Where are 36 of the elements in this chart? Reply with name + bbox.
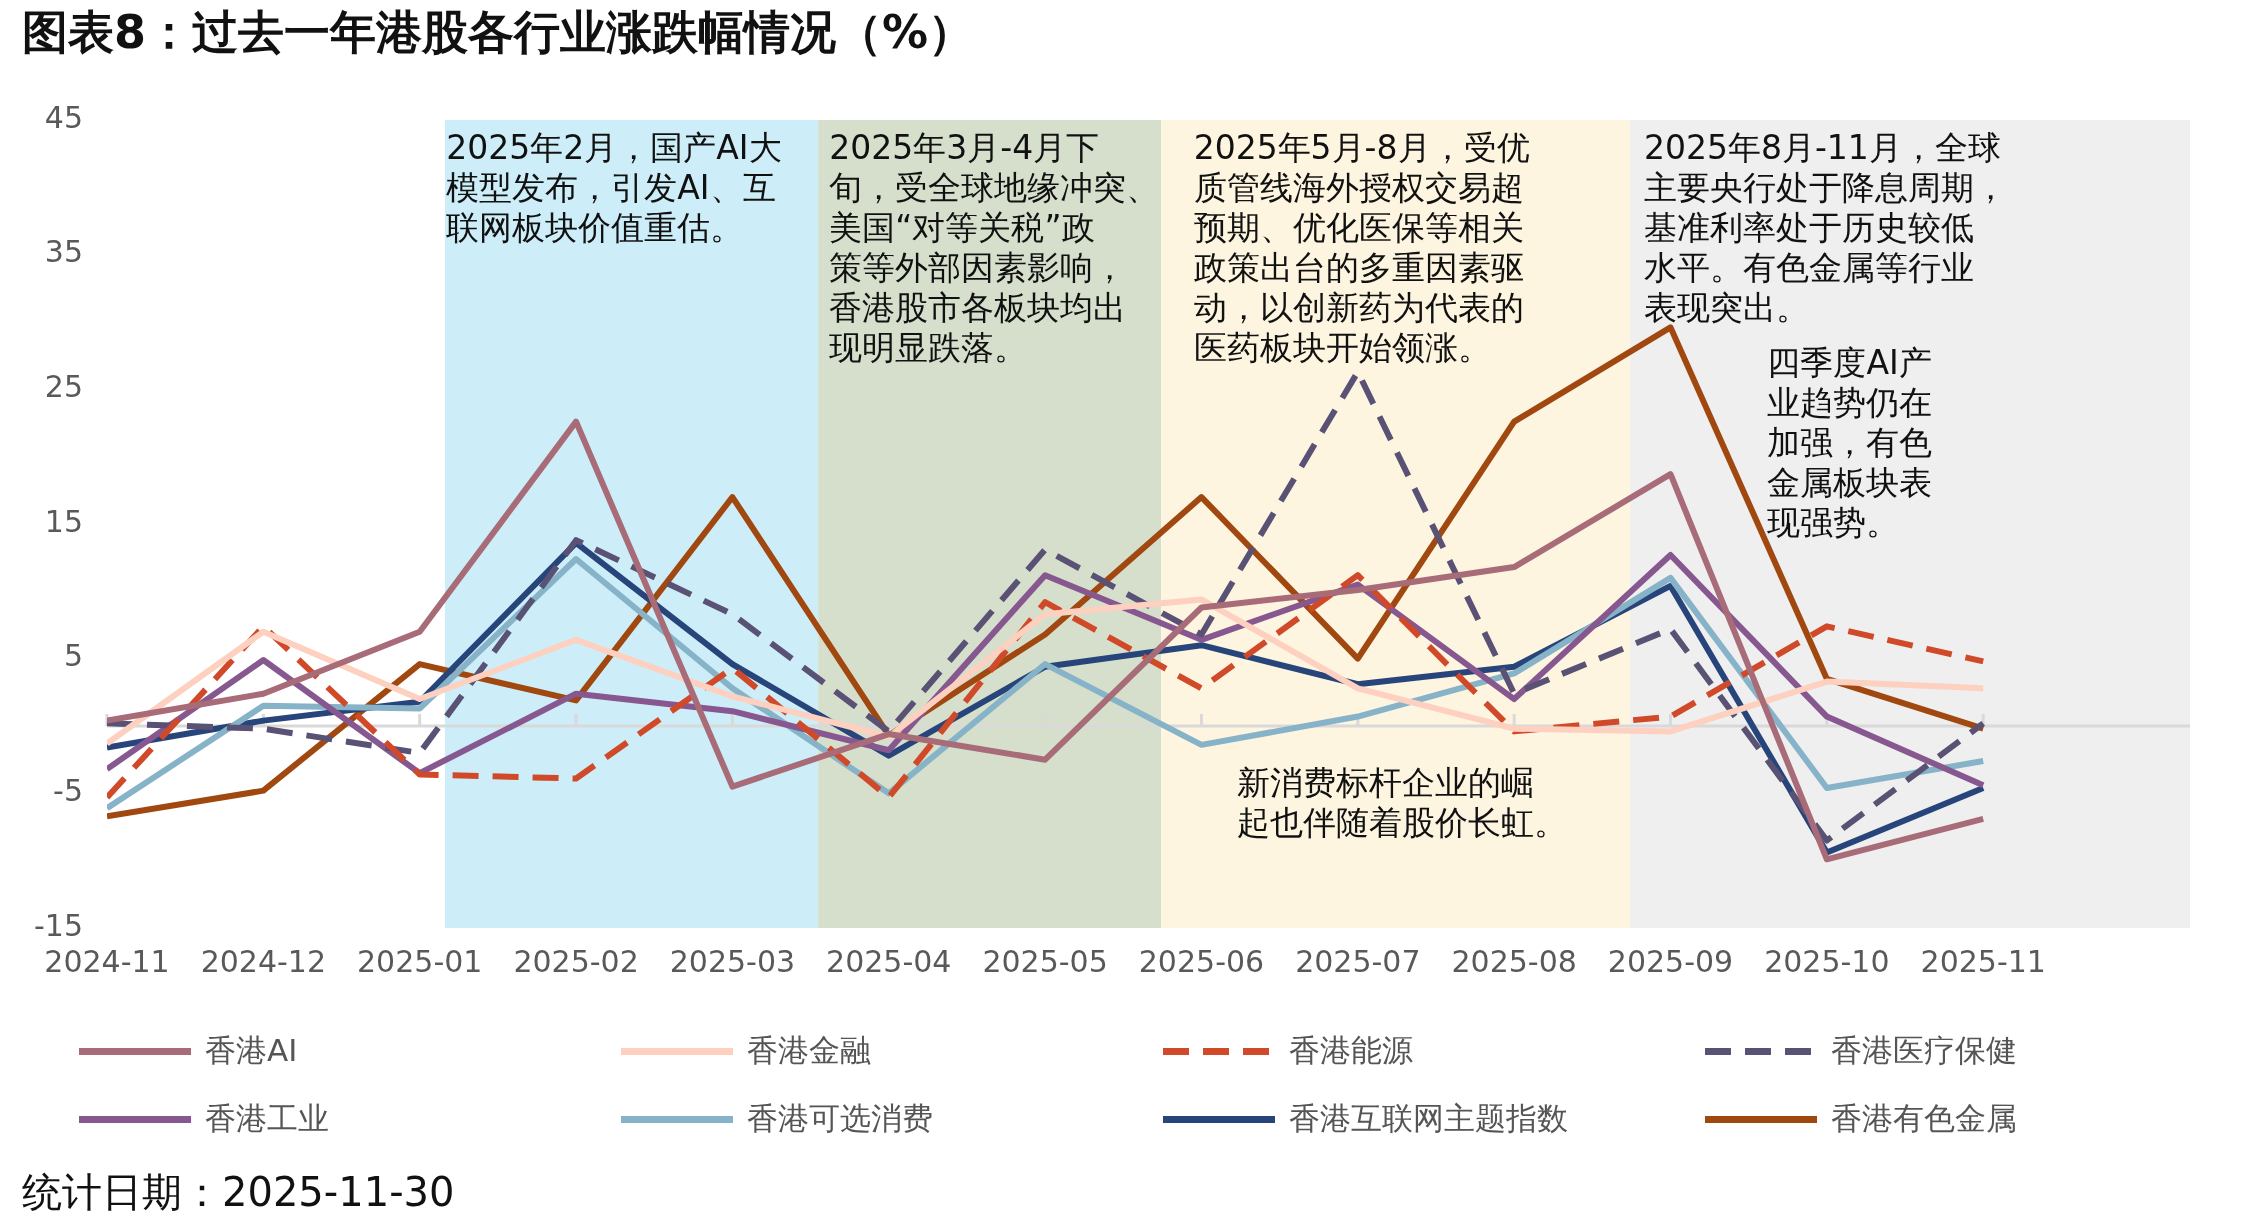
x-tick-label: 2025-08 xyxy=(1451,943,1577,979)
annotation: 2025年5月-8月，受优质管线海外授权交易超预期、优化医保等相关政策出台的多重因素驱动，以创新药为代表的医药板块开始领涨。 xyxy=(1193,127,1530,367)
x-tick-label: 2025-09 xyxy=(1607,943,1734,979)
legend-label: 香港有色金属 xyxy=(1831,1099,2017,1138)
x-tick-label: 2025-11 xyxy=(1920,943,2046,979)
chart-title: 图表8：过去一年港股各行业涨跌幅情况（%） xyxy=(22,4,975,61)
x-tick-label: 2025-06 xyxy=(1138,943,1265,979)
y-tick-label: -15 xyxy=(34,907,83,943)
x-tick-label: 2024-12 xyxy=(200,943,327,979)
x-tick-label: 2025-05 xyxy=(982,943,1108,979)
y-tick-label: 15 xyxy=(44,503,83,539)
legend-label: 香港医疗保健 xyxy=(1831,1031,2017,1070)
annotation: 2025年2月，国产AI大模型发布，引发AI、互联网板块价值重估。 xyxy=(446,127,782,247)
legend-label: 香港工业 xyxy=(205,1099,329,1138)
x-tick-label: 2025-01 xyxy=(357,943,483,979)
y-tick-label: 35 xyxy=(44,234,83,270)
annotation: 新消费标杆企业的崛起也伴随着股价长虹。 xyxy=(1237,763,1568,843)
x-tick-label: 2024-11 xyxy=(44,943,170,979)
legend-label: 香港可选消费 xyxy=(747,1099,933,1138)
y-tick-label: 5 xyxy=(63,638,83,674)
y-tick-label: 25 xyxy=(44,369,83,405)
annotation: 2025年3月-4月下旬，受全球地缘冲突、美国“对等关税”政策等外部因素影响，香港股市各板块均出现明显跌落。 xyxy=(829,127,1160,367)
text: 统计日期：2025-11-30 xyxy=(22,1168,455,1217)
legend-label: 香港能源 xyxy=(1289,1031,1413,1070)
x-tick-label: 2025-10 xyxy=(1764,943,1890,979)
x-tick-label: 2025-04 xyxy=(826,943,952,979)
x-tick-label: 2025-07 xyxy=(1295,943,1421,979)
legend-label: 香港金融 xyxy=(747,1031,871,1070)
x-tick-label: 2025-03 xyxy=(669,943,796,979)
y-tick-label: 45 xyxy=(44,99,83,135)
x-tick-label: 2025-02 xyxy=(513,943,639,979)
y-tick-label: -5 xyxy=(53,773,83,809)
legend-label: 香港AI xyxy=(205,1031,298,1070)
annotation: 四季度AI产业趋势仍在加强，有色金属板块表现强势。 xyxy=(1767,343,1933,543)
annotation: 2025年8月-11月，全球主要央行处于降息周期，基准利率处于历史较低水平。有色金属等行业表现突出。 xyxy=(1643,127,2007,327)
legend-label: 香港互联网主题指数 xyxy=(1289,1099,1568,1138)
